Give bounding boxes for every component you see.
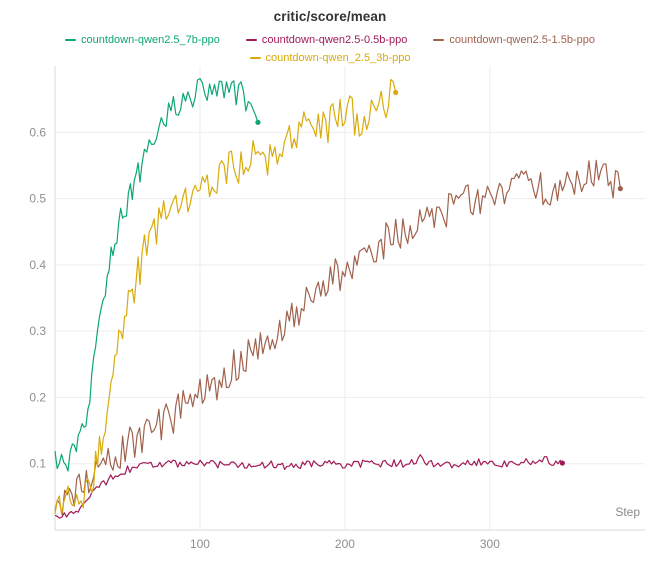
legend-label: countdown-qwen_2.5_3b-ppo xyxy=(265,52,411,64)
x-axis-label: Step xyxy=(615,505,640,519)
legend-label: countdown-qwen2.5_7b-ppo xyxy=(81,34,220,46)
legend-label: countdown-qwen2.5-1.5b-ppo xyxy=(449,34,595,46)
legend-label: countdown-qwen2.5-0.5b-ppo xyxy=(261,34,408,46)
legend-item-qwen2.5-0.5b-ppo[interactable]: countdown-qwen2.5-0.5b-ppo xyxy=(245,34,408,46)
legend-line-swatch xyxy=(245,39,257,41)
y-tick-label: 0.1 xyxy=(29,457,46,471)
series-line-countdown-qwen2.5-1.5b-ppo xyxy=(54,159,621,516)
y-tick-label: 0.4 xyxy=(29,258,46,272)
x-tick-label: 100 xyxy=(190,537,210,551)
legend-item-qwen2.5-7b-ppo[interactable]: countdown-qwen2.5_7b-ppo xyxy=(65,34,220,46)
series-end-dot-countdown-qwen2.5-0.5b-ppo xyxy=(559,460,565,466)
legend-row-1: countdown-qwen2.5_7b-ppo countdown-qwen2… xyxy=(0,31,660,49)
legend-item-qwen2.5-1.5b-ppo[interactable]: countdown-qwen2.5-1.5b-ppo xyxy=(433,34,595,46)
legend-line-swatch xyxy=(249,57,261,59)
series-line-countdown-qwen_2.5_3b-ppo xyxy=(54,78,397,515)
y-tick-label: 0.6 xyxy=(29,125,46,139)
y-tick-label: 0.3 xyxy=(29,324,46,338)
x-tick-label: 200 xyxy=(335,537,355,551)
series-end-dot-countdown-qwen2.5-1.5b-ppo xyxy=(617,186,623,192)
chart-title: critic/score/mean xyxy=(273,9,387,24)
legend-line-swatch xyxy=(433,39,445,41)
series-end-dot-countdown-qwen_2.5_3b-ppo xyxy=(393,89,399,96)
legend-row-2: countdown-qwen_2.5_3b-ppo xyxy=(0,49,660,67)
legend-line-swatch xyxy=(65,39,77,41)
series-line-countdown-qwen2.5_7b-ppo xyxy=(54,77,259,472)
series-line-countdown-qwen2.5-0.5b-ppo xyxy=(54,454,563,519)
y-tick-label: 0.2 xyxy=(29,390,46,404)
y-tick-label: 0.5 xyxy=(29,192,46,206)
legend-item-qwen2.5-3b-ppo[interactable]: countdown-qwen_2.5_3b-ppo xyxy=(249,52,411,64)
legend: countdown-qwen2.5_7b-ppo countdown-qwen2… xyxy=(0,31,660,67)
series-end-dot-countdown-qwen2.5_7b-ppo xyxy=(255,119,261,125)
x-tick-label: 300 xyxy=(480,537,500,551)
